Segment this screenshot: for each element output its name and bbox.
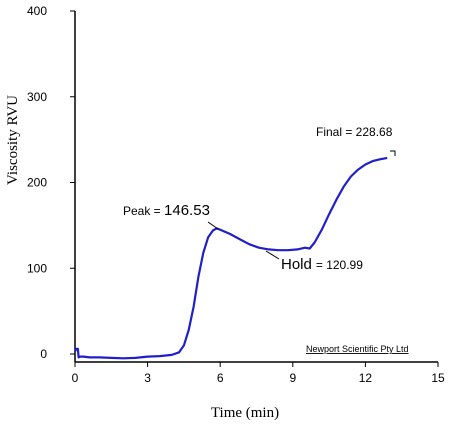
peak-leader	[207, 221, 219, 230]
x-tick-label: 6	[217, 371, 224, 385]
y-tick-label: 100	[27, 261, 47, 275]
hold-annotation: Hold = 120.99	[281, 256, 363, 273]
peak-value: 146.53	[164, 202, 210, 219]
y-tick-label: 0	[40, 347, 47, 361]
x-tick-label: 15	[431, 371, 445, 385]
y-axis-title: Viscosity RVU	[5, 95, 21, 185]
hold-value: = 120.99	[316, 258, 363, 272]
x-tick-label: 3	[144, 371, 151, 385]
hold-label: Hold	[281, 256, 312, 273]
x-tick-label: 0	[72, 371, 79, 385]
final-annotation: Final = 228.68	[316, 125, 393, 139]
x-axis-title: Time (min)	[211, 405, 279, 421]
peak-annotation: Peak = 146.53	[123, 202, 210, 219]
y-axis-ticks: 0 100 200 300 400	[27, 4, 75, 361]
x-axis-ticks: 0 3 6 9 12 15	[72, 362, 445, 385]
hold-leader	[265, 250, 280, 260]
credit-text: Newport Scientific Pty Ltd	[306, 344, 409, 354]
x-tick-label: 12	[359, 371, 373, 385]
x-tick-label: 9	[289, 371, 296, 385]
y-tick-label: 300	[27, 90, 47, 104]
y-tick-label: 200	[27, 176, 47, 190]
y-tick-label: 400	[27, 4, 47, 18]
peak-label: Peak =	[123, 204, 164, 218]
final-leader	[390, 150, 396, 156]
